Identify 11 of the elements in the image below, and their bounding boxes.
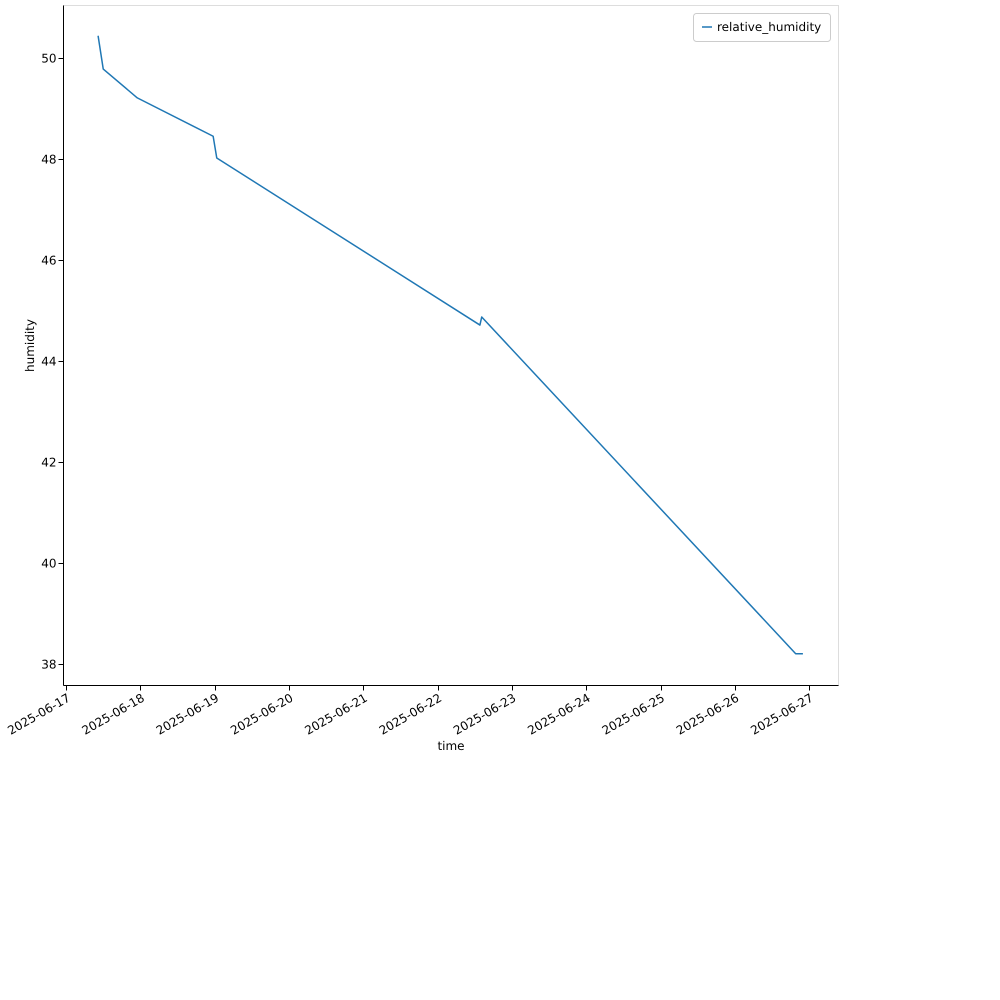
y-tick-label: 42 — [41, 455, 56, 470]
y-tick-label: 38 — [41, 657, 56, 672]
y-tick-label: 40 — [41, 556, 56, 570]
line-series — [97, 35, 804, 654]
y-tick-label: 44 — [41, 354, 56, 368]
y-tick-label: 46 — [41, 253, 56, 268]
y-tick-label: 50 — [41, 52, 56, 66]
x-axis-title: time — [437, 738, 465, 753]
y-axis-title: humidity — [23, 319, 38, 372]
y-tick-label: 48 — [41, 152, 56, 166]
legend-label: relative_humidity — [717, 20, 822, 34]
